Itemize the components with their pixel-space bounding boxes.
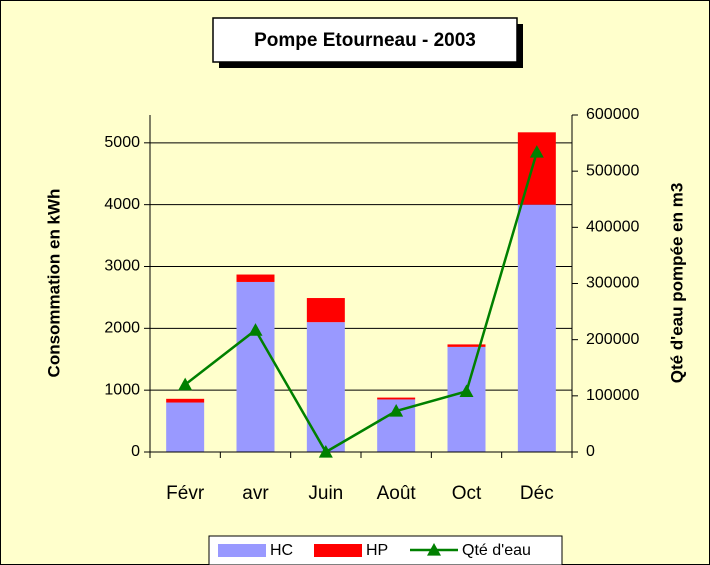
bar (236, 281, 275, 452)
y-tick-label: 1000 (104, 381, 140, 398)
y2-tick-label: 200000 (586, 331, 639, 348)
x-tick-label: Août (377, 483, 417, 504)
y-tick-label: 5000 (104, 134, 140, 151)
legend-label: HP (366, 542, 388, 559)
legend-label: Qté d'eau (462, 542, 531, 559)
line-marker (318, 445, 333, 458)
y2-tick-label: 0 (586, 443, 595, 460)
legend-box (208, 535, 563, 565)
line-marker (389, 403, 404, 417)
bar (166, 398, 205, 403)
x-tick-label: Déc (520, 483, 554, 504)
y2-tick-label: 300000 (586, 275, 639, 292)
x-tick-label: Févr (166, 483, 205, 504)
y2-tick-label: 100000 (586, 387, 639, 404)
y-axis-label: Consommation en kWh (44, 189, 63, 378)
bar (447, 346, 486, 452)
bar (377, 397, 416, 400)
y-tick-label: 2000 (104, 320, 140, 337)
chart-title: Pompe Etourneau - 2003 (254, 30, 476, 51)
x-tick-label: avr (242, 483, 269, 504)
y2-tick-label: 400000 (586, 219, 639, 236)
legend-marker (427, 543, 441, 556)
legend-label: HC (270, 542, 293, 559)
y2-tick-label: 500000 (586, 162, 639, 179)
y-tick-label: 0 (131, 443, 140, 460)
x-tick-label: Juin (308, 483, 343, 504)
title-box (212, 17, 518, 63)
bar (166, 402, 205, 452)
x-tick-label: Oct (452, 483, 482, 504)
y-tick-label: 4000 (104, 196, 140, 213)
line-marker (529, 145, 544, 158)
legend-swatch (218, 544, 266, 557)
line-marker (459, 384, 474, 397)
line-marker (248, 323, 263, 336)
bar (447, 344, 486, 347)
y-tick-label: 3000 (104, 258, 140, 275)
y2-tick-label: 600000 (586, 106, 639, 123)
bar (236, 274, 275, 282)
bar (306, 322, 345, 452)
y2-axis-label: Qté d'eau pompée en m3 (667, 183, 686, 384)
line (184, 151, 539, 454)
legend-swatch (314, 544, 362, 557)
bar (517, 204, 556, 452)
line-marker (178, 377, 193, 391)
bar (306, 298, 345, 323)
